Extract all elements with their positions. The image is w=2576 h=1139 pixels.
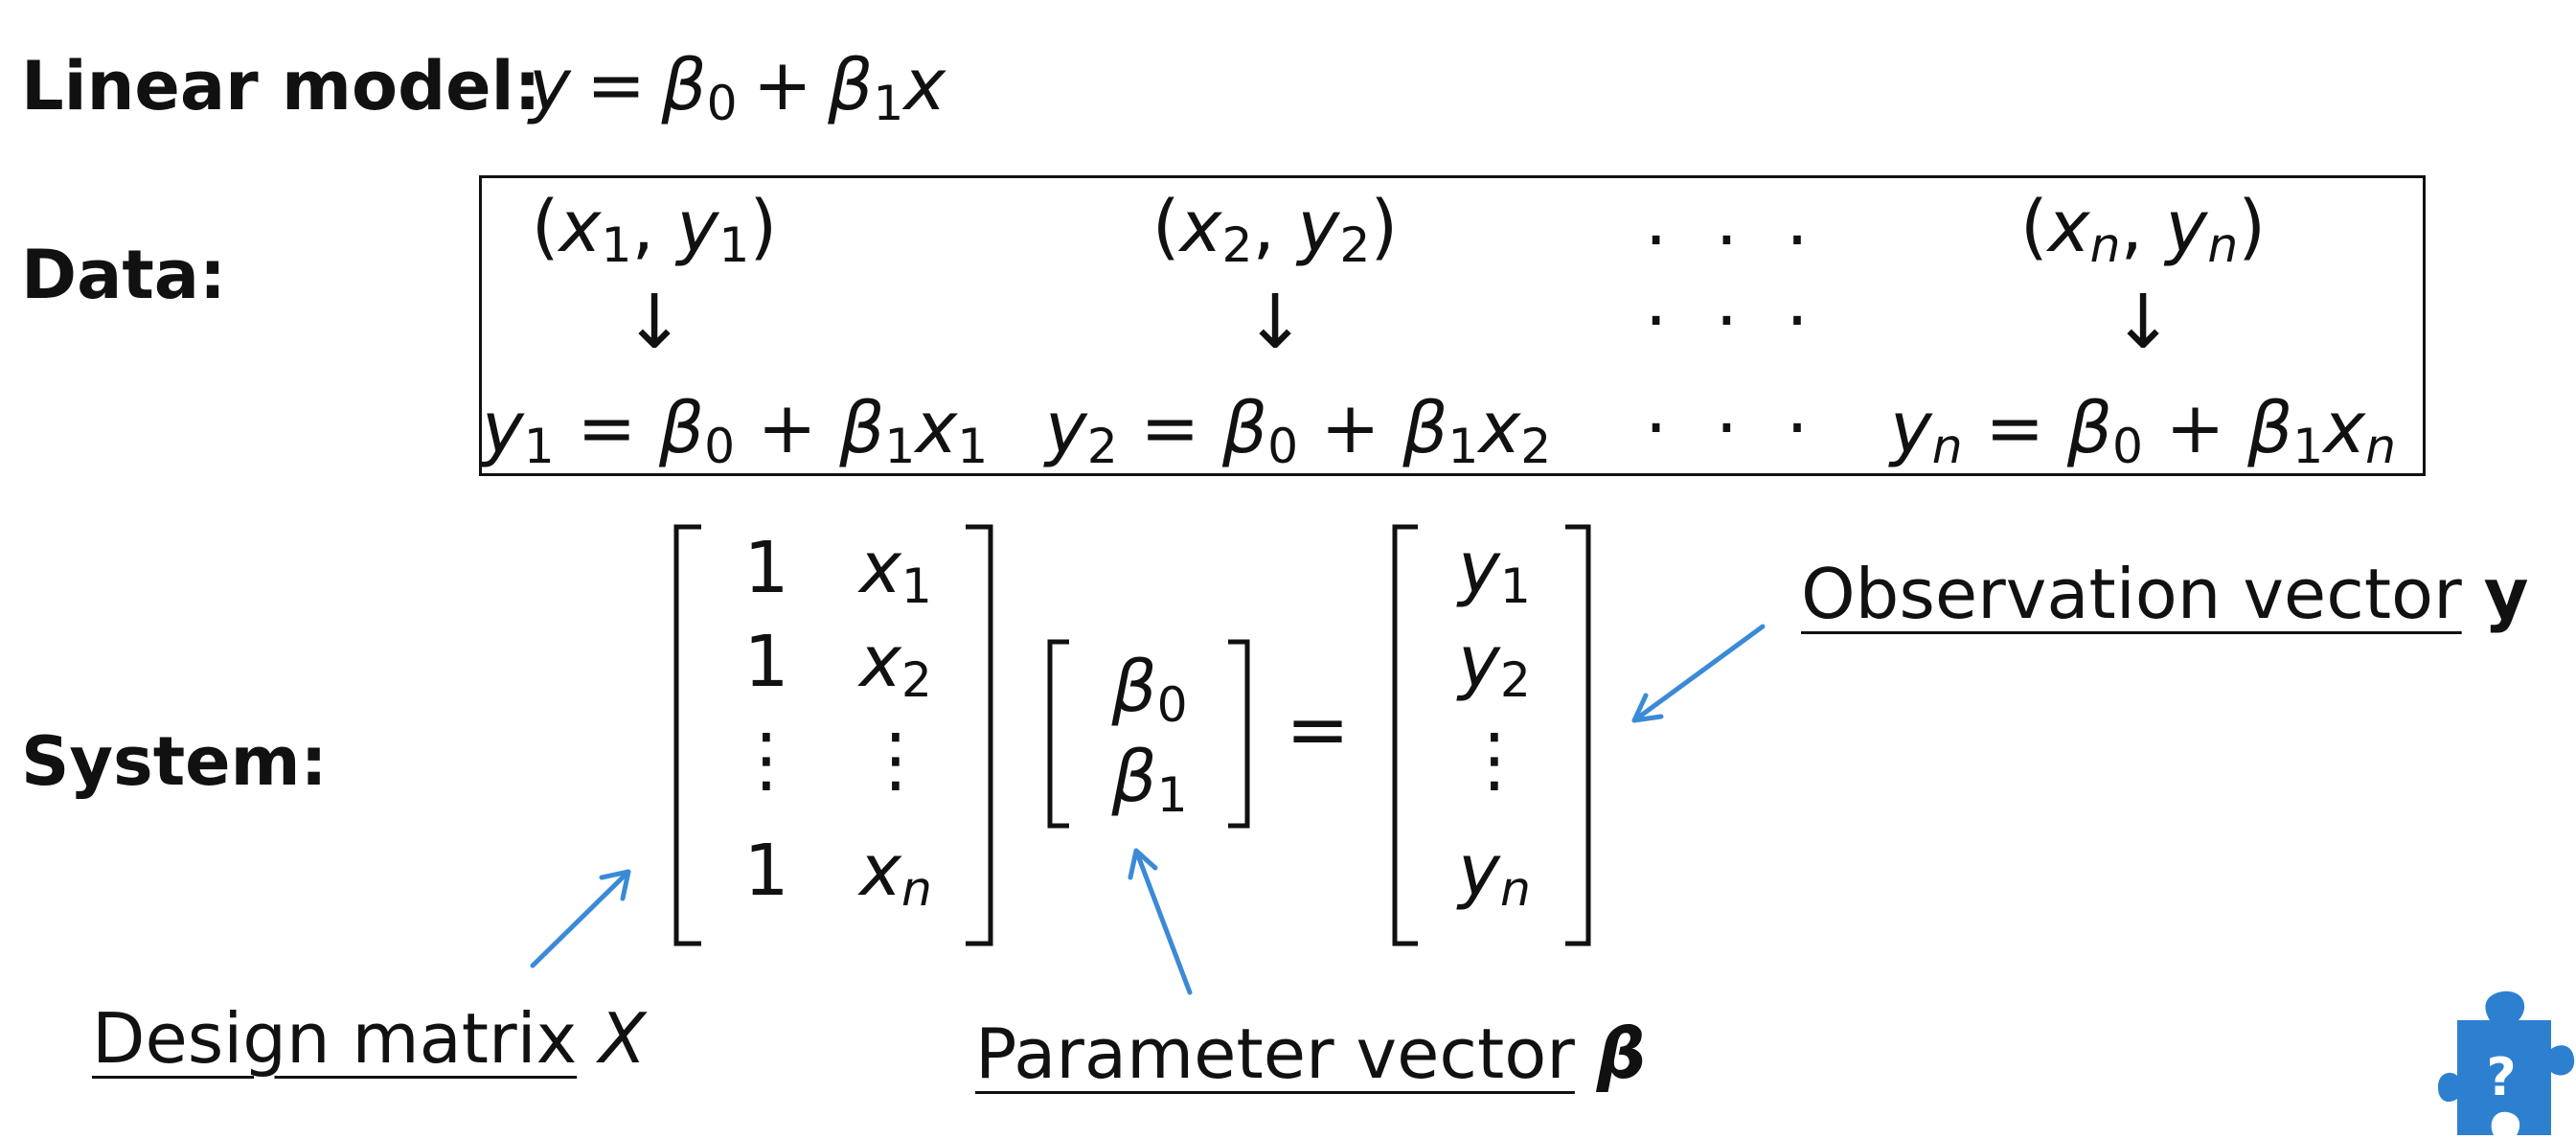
data-equation-1: y1 = β0 + β1x1 [482, 387, 989, 475]
data-pair-1: (x1, y1) [531, 186, 778, 274]
data-label: Data: [21, 236, 227, 314]
ellipsis-3: · · · [1644, 387, 1822, 469]
down-arrow-icon: ↓ [1243, 280, 1307, 366]
parameter-vector-text: Parameter vector [975, 1014, 1575, 1094]
system-equals: = [1286, 685, 1351, 774]
data-box: (x1, y1) ↓ y1 = β0 + β1x1 (x2, y2) ↓ y2 … [479, 175, 2426, 476]
observation-vector: y1 y2 ⋮ yn [1389, 525, 1600, 946]
obs-row-2: y2 [1458, 621, 1531, 709]
data-equation-n: yn = β0 + β1xn [1890, 387, 2396, 475]
param-left-bracket [1047, 639, 1069, 829]
design-matrix-text: Design matrix [92, 998, 578, 1079]
design-row-4-one: 1 [743, 830, 789, 912]
design-row-1-one: 1 [743, 527, 789, 609]
data-column-1: (x1, y1) ↓ y1 = β0 + β1x1 [482, 178, 989, 475]
data-column-ellipsis: · · · · · · · · · [1637, 178, 1829, 475]
obs-row-3: ⋮ [1459, 718, 1530, 801]
parameter-arrow-icon [1128, 848, 1193, 995]
observation-vector-symbol: y [2483, 554, 2529, 634]
obs-left-bracket [1392, 524, 1418, 946]
ellipsis-1: · · · [1644, 199, 1822, 282]
obs-right-bracket [1565, 524, 1591, 946]
design-matrix-symbol: X [599, 998, 647, 1079]
design-matrix: 1 x1 1 x2 ⋮ ⋮ 1 xn [671, 525, 996, 946]
parameter-vector: β0 β1 [1044, 640, 1255, 831]
ellipsis-2: · · · [1644, 280, 1822, 362]
data-pair-2: (x2, y2) [1151, 186, 1399, 274]
parameter-vector-annotation: Parameter vector β [975, 1019, 1646, 1088]
obs-row-1: y1 [1458, 527, 1531, 615]
design-row-3-x: ⋮ [860, 718, 931, 801]
data-equation-2: y2 = β0 + β1x2 [1045, 387, 1552, 475]
linear-model-label: Linear model: [21, 47, 541, 125]
design-row-2-x: x2 [859, 621, 932, 709]
design-left-bracket [673, 524, 701, 946]
puzzle-shape: ? [2438, 991, 2575, 1135]
param-row-1: β0 [1111, 646, 1188, 734]
system-label: System: [21, 722, 328, 801]
design-row-2-one: 1 [743, 621, 789, 703]
data-pair-n: (xn, yn) [2019, 186, 2267, 274]
down-arrow-icon: ↓ [2111, 280, 2175, 366]
design-matrix-annotation: Design matrix X [92, 1004, 646, 1073]
design-right-bracket [966, 524, 993, 946]
param-row-2: β1 [1111, 736, 1188, 824]
parameter-vector-symbol: β [1596, 1014, 1647, 1094]
design-arrow-icon [530, 869, 631, 968]
data-column-2: (x2, y2) ↓ y2 = β0 + β1x2 [1045, 178, 1552, 475]
design-row-4-x: xn [859, 830, 932, 918]
puzzle-question-icon: ? [2438, 982, 2576, 1135]
down-arrow-icon: ↓ [623, 280, 686, 366]
param-right-bracket [1228, 639, 1250, 829]
design-row-3-one: ⋮ [731, 718, 802, 801]
design-row-1-x: x1 [859, 527, 932, 615]
observation-vector-text: Observation vector [1801, 554, 2462, 634]
puzzle-mark: ? [2486, 1047, 2516, 1107]
observation-vector-annotation: Observation vector y [1801, 559, 2529, 628]
observation-arrow-icon [1631, 624, 1766, 723]
data-column-n: (xn, yn) ↓ yn = β0 + β1xn [1875, 178, 2411, 475]
obs-row-4: yn [1458, 830, 1531, 918]
linear-model-equation: y = β0 + β1x [529, 44, 946, 132]
